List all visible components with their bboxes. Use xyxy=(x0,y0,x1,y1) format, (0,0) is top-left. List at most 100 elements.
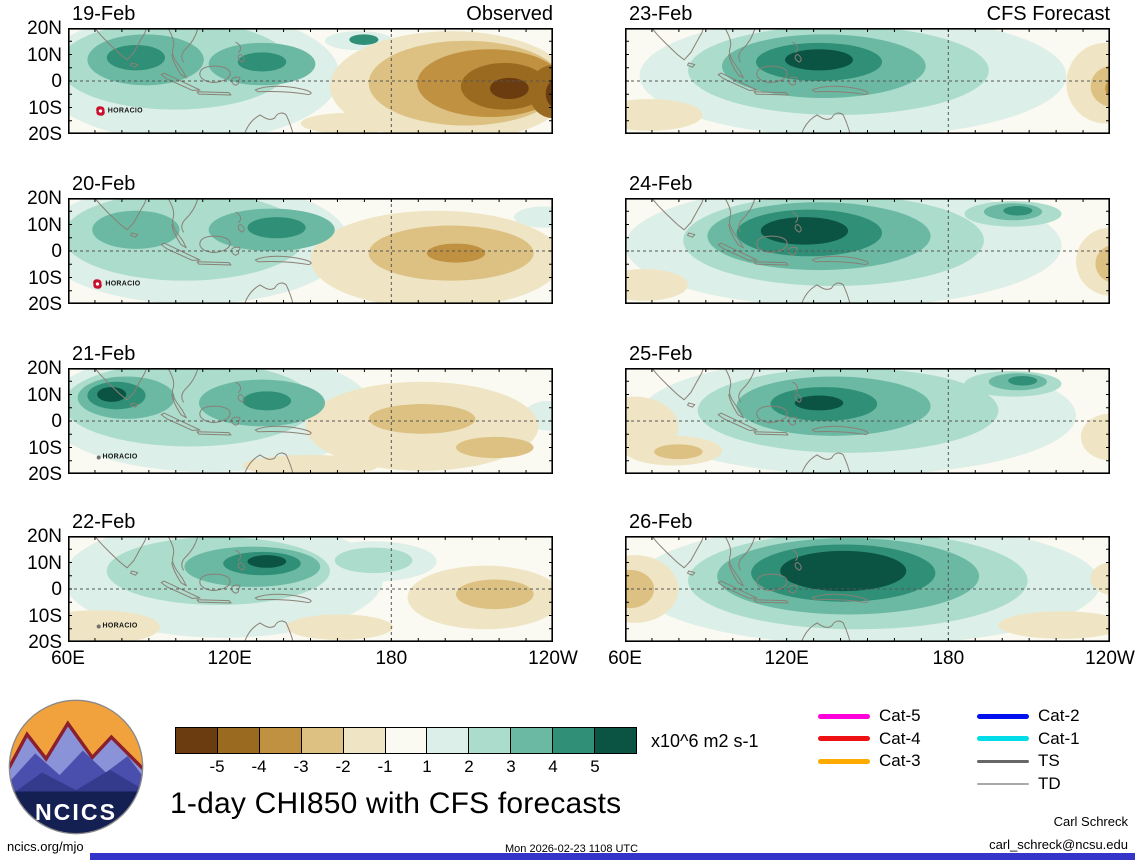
storm-name-label: HORACIO xyxy=(102,622,138,630)
colorbar-tick-label: 2 xyxy=(464,757,474,776)
lat-axis-label: 20N xyxy=(27,526,62,547)
map-panel: HORACIO xyxy=(68,536,553,642)
colorbar-tick-label: -3 xyxy=(293,757,309,776)
storm-dot-icon xyxy=(96,455,101,460)
storm-category-legend-col-2: Cat-2 Cat-1 TS TD xyxy=(977,705,1080,795)
coastline xyxy=(95,198,311,304)
lon-axis-label: 60E xyxy=(51,648,85,669)
colorbar-segment xyxy=(469,728,512,753)
legend-line-icon xyxy=(977,760,1029,763)
map-panel: HORACIO xyxy=(68,368,553,474)
coastline xyxy=(652,28,868,134)
bottom-blue-bar xyxy=(90,853,1135,860)
storm-name-label: HORACIO xyxy=(107,107,143,115)
colorbar-tick-label: 3 xyxy=(506,757,516,776)
anomaly-contours xyxy=(625,368,1110,474)
column-header: CFS Forecast xyxy=(986,3,1110,25)
credit-email: carl_schreck@ncsu.edu xyxy=(989,837,1128,852)
timestamp: Mon 2026-02-23 1108 UTC xyxy=(505,843,639,855)
map-grid-overlay-svg xyxy=(625,536,1110,642)
logo-ring xyxy=(8,699,144,835)
legend-label: Cat-5 xyxy=(879,706,921,726)
map-panel xyxy=(625,536,1110,642)
map-grid-overlay-svg xyxy=(625,368,1110,474)
colorbar-tick-label: 1 xyxy=(422,757,432,776)
coastline xyxy=(652,198,868,304)
colorbar-units-label: x10^6 m2 s-1 xyxy=(651,731,759,751)
legend-item-cat-3: Cat-3 xyxy=(818,750,921,773)
lat-axis-label: 10S xyxy=(28,437,62,459)
map-grid-overlay-svg xyxy=(625,28,1110,134)
lon-axis-label: 120W xyxy=(528,648,578,669)
storm-marker: HORACIO xyxy=(96,454,138,461)
lat-axis-label: 20N xyxy=(27,188,62,209)
lat-axis-label: 0 xyxy=(51,71,62,92)
ncics-logo-svg: NCICS xyxy=(8,699,144,835)
map-grid-overlay-svg xyxy=(68,28,553,134)
panel-date-label: 24-Feb xyxy=(629,173,693,195)
lon-axis-label: 120E xyxy=(764,648,809,669)
colorbar-tick-label: 5 xyxy=(590,757,600,776)
panel-date-label: 20-Feb xyxy=(72,173,136,195)
legend-line-icon xyxy=(818,713,870,719)
legend-label: TS xyxy=(1038,751,1060,771)
map-panel xyxy=(625,368,1110,474)
lon-axis-label: 120W xyxy=(1085,648,1135,669)
map-panel xyxy=(625,198,1110,304)
column-header: Observed xyxy=(466,3,553,25)
legend-label: TD xyxy=(1038,773,1061,793)
lat-axis-label: 20N xyxy=(27,358,62,379)
panel-date-label: 23-Feb xyxy=(629,3,693,25)
lat-axis-label: 10N xyxy=(27,384,62,406)
colorbar-segment xyxy=(511,728,554,753)
legend-item-cat-4: Cat-4 xyxy=(818,728,921,751)
plot-title: 1-day CHI850 with CFS forecasts xyxy=(170,787,622,820)
coastline xyxy=(652,536,868,642)
anomaly-contours xyxy=(68,368,553,474)
colorbar-segment xyxy=(427,728,470,753)
legend-item-cat-2: Cat-2 xyxy=(977,705,1080,728)
map-grid-overlay-svg xyxy=(68,536,553,642)
ncics-logo: NCICS xyxy=(8,699,144,835)
anomaly-contours xyxy=(68,536,553,642)
legend-label: Cat-2 xyxy=(1038,706,1080,726)
coastline xyxy=(652,368,868,474)
anomaly-contours xyxy=(625,28,1110,134)
panel-date-label: 21-Feb xyxy=(72,343,136,365)
storm-name-label: HORACIO xyxy=(105,280,141,288)
panel-date-label: 26-Feb xyxy=(629,511,693,533)
lat-axis-label: 20S xyxy=(28,464,62,485)
map-grid-overlay-svg xyxy=(625,198,1110,304)
hurricane-icon xyxy=(93,279,103,289)
lat-axis-label: 0 xyxy=(51,241,62,262)
anomaly-map-svg xyxy=(625,28,1110,134)
panel-date-label: 19-Feb xyxy=(72,3,136,25)
lat-axis-label: 0 xyxy=(51,411,62,432)
lon-axis-label: 180 xyxy=(375,648,408,669)
colorbar-segment xyxy=(217,728,260,753)
lon-axis-label: 180 xyxy=(932,648,965,669)
colorbar-tick-labels: -5 -4 -3 -2 -1 1 2 3 4 5 xyxy=(175,754,637,778)
panel-date-label: 22-Feb xyxy=(72,511,136,533)
lat-axis-label: 10N xyxy=(27,44,62,66)
map-panel: HORACIO xyxy=(68,198,553,304)
legend-label: Cat-3 xyxy=(879,751,921,771)
colorbar: -5 -4 -3 -2 -1 1 2 3 4 5 xyxy=(175,727,637,779)
colorbar-tick-label: -5 xyxy=(209,757,225,776)
colorbar-segments xyxy=(175,727,637,754)
coastline xyxy=(95,368,311,474)
coastline xyxy=(95,28,311,134)
colorbar-segment xyxy=(595,728,636,753)
lat-axis-label: 10S xyxy=(28,267,62,289)
lat-axis-label: 20S xyxy=(28,632,62,653)
colorbar-segment xyxy=(176,728,218,753)
colorbar-tick-label: 4 xyxy=(548,757,558,776)
lat-axis-label: 0 xyxy=(51,579,62,600)
colorbar-segment xyxy=(301,728,344,753)
legend-item-ts: TS xyxy=(977,750,1080,773)
map-panel: HORACIO xyxy=(68,28,553,134)
map-panel xyxy=(625,28,1110,134)
lat-axis-label: 20S xyxy=(28,294,62,315)
